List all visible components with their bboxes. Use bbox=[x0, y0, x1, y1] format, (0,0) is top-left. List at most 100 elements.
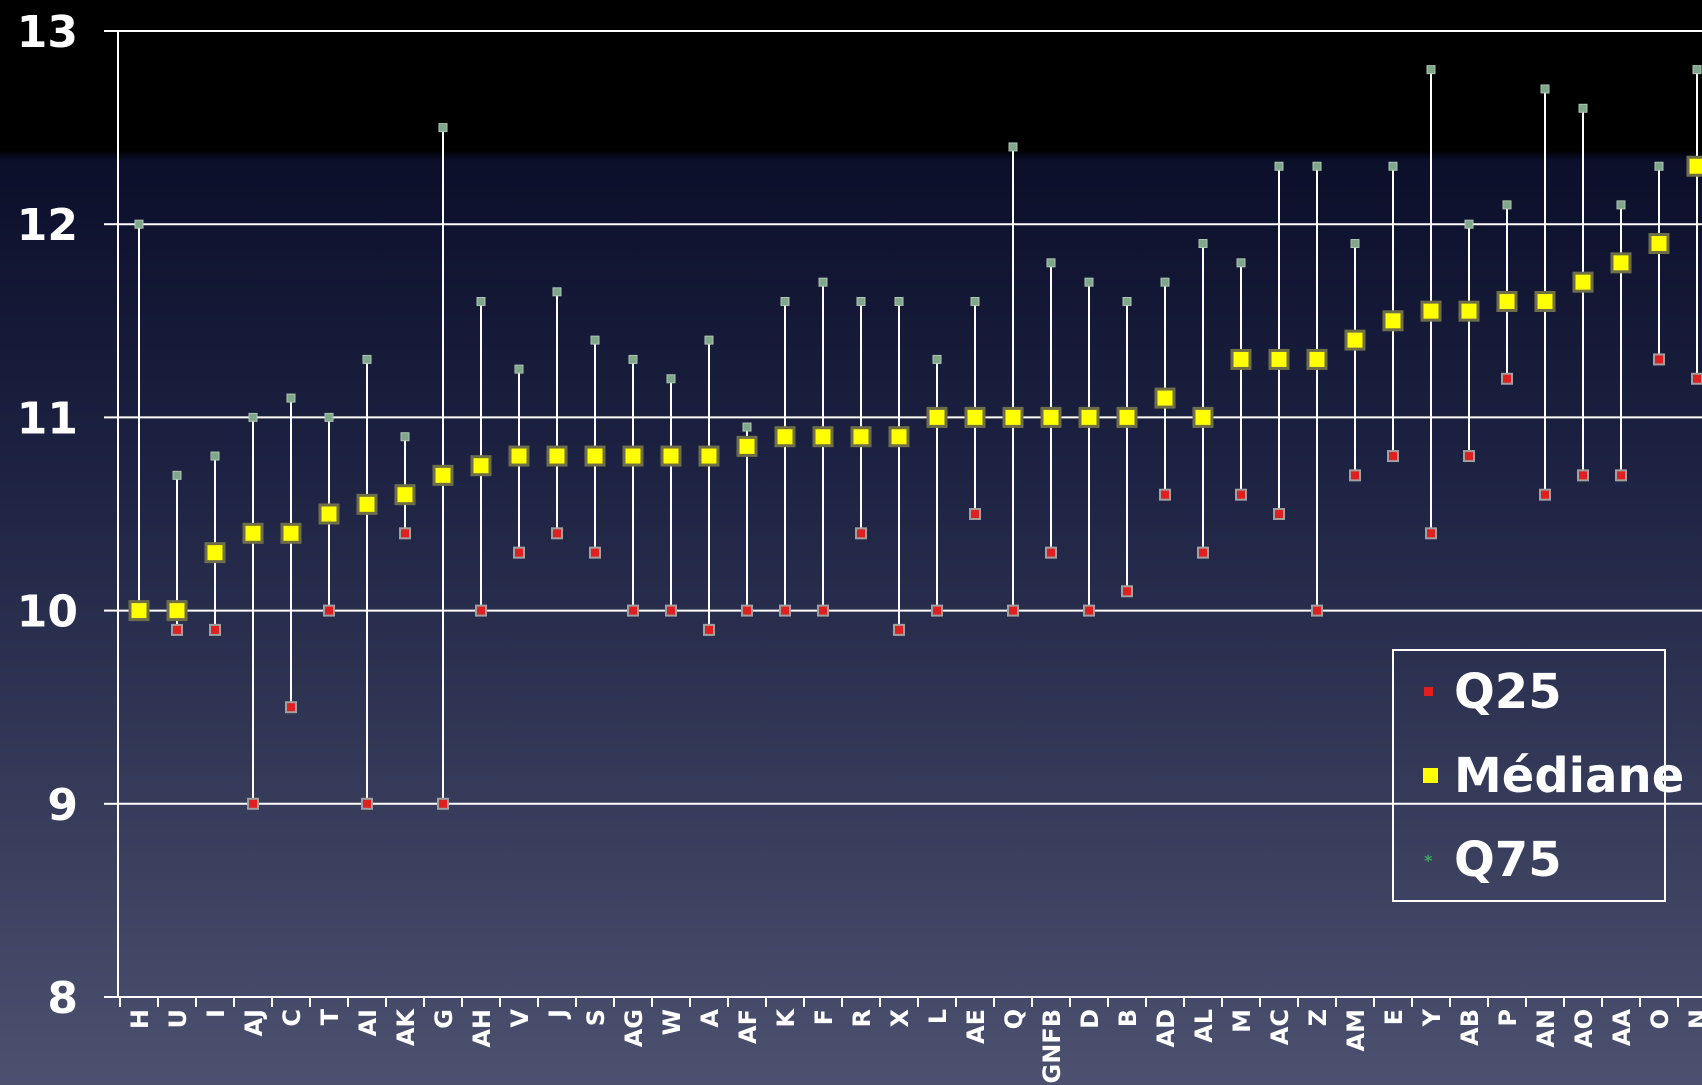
median-point bbox=[1534, 290, 1556, 312]
median-point bbox=[356, 493, 378, 515]
median-point bbox=[1572, 271, 1594, 293]
q75-point bbox=[438, 123, 448, 133]
q25-point bbox=[1311, 604, 1323, 617]
x-tick-label: Z bbox=[1304, 1009, 1332, 1026]
q75-point bbox=[1388, 161, 1398, 171]
q25-point bbox=[1387, 450, 1399, 463]
whiskers bbox=[138, 69, 1698, 804]
x-tick-label: AF bbox=[734, 1009, 762, 1044]
x-tick-label: AG bbox=[620, 1009, 648, 1047]
q25-point bbox=[1045, 546, 1057, 559]
median-point bbox=[736, 435, 758, 457]
q25-point bbox=[627, 604, 639, 617]
q75-point bbox=[1312, 161, 1322, 171]
x-tick-label: AE bbox=[962, 1009, 990, 1044]
q25-point bbox=[1539, 488, 1551, 501]
x-tick-label: T bbox=[316, 1008, 344, 1025]
median-point bbox=[470, 455, 492, 477]
x-tick-label: AK bbox=[392, 1008, 420, 1047]
q75-point bbox=[1236, 258, 1246, 268]
x-tick-label: Q bbox=[1000, 1009, 1028, 1029]
legend-marker-mediane bbox=[1423, 768, 1438, 783]
legend-label-mediane: Médiane bbox=[1454, 748, 1684, 804]
q25-point bbox=[285, 701, 297, 714]
x-tick-label: B bbox=[1114, 1009, 1142, 1027]
y-tick-label: 10 bbox=[17, 587, 78, 638]
x-tick-label: R bbox=[848, 1009, 876, 1027]
q75-point bbox=[210, 451, 220, 461]
q75-point bbox=[400, 432, 410, 442]
q75-point bbox=[1350, 239, 1360, 249]
q75-point bbox=[1426, 65, 1436, 75]
q25-point bbox=[247, 797, 259, 810]
q75-point bbox=[970, 296, 980, 306]
q75-point bbox=[666, 374, 676, 384]
q25-point bbox=[1235, 488, 1247, 501]
median-point bbox=[1002, 406, 1024, 428]
median-point bbox=[1610, 252, 1632, 274]
q75-point bbox=[742, 422, 752, 432]
q25-point bbox=[437, 797, 449, 810]
x-tick-label: U bbox=[164, 1009, 192, 1029]
q75-point bbox=[1160, 277, 1170, 287]
q25-point bbox=[741, 604, 753, 617]
median-point bbox=[432, 464, 454, 486]
q75-point bbox=[1084, 277, 1094, 287]
x-tick-label: AA bbox=[1608, 1009, 1636, 1047]
q25-point bbox=[817, 604, 829, 617]
q75-point bbox=[1464, 219, 1474, 229]
q25-point bbox=[1463, 450, 1475, 463]
x-tick-label: E bbox=[1380, 1009, 1408, 1025]
median-point bbox=[1306, 348, 1328, 370]
y-tick-label: 11 bbox=[17, 393, 78, 444]
legend-marker-q25 bbox=[1424, 687, 1433, 696]
legend-box bbox=[1392, 649, 1666, 902]
q75-point bbox=[324, 412, 334, 422]
x-tick-label: P bbox=[1494, 1009, 1522, 1027]
q25-point bbox=[361, 797, 373, 810]
x-tick-label: AH bbox=[468, 1009, 496, 1048]
x-tick-label: H bbox=[126, 1009, 154, 1029]
q25-point bbox=[893, 623, 905, 636]
q25-point bbox=[1121, 585, 1133, 598]
y-tick-label: 13 bbox=[17, 7, 78, 58]
x-tick-label: D bbox=[1076, 1009, 1104, 1029]
q75-point bbox=[552, 287, 562, 297]
median-point bbox=[1040, 406, 1062, 428]
q75-point bbox=[856, 296, 866, 306]
q25-point bbox=[1691, 372, 1702, 385]
x-tick-label: AL bbox=[1190, 1009, 1218, 1043]
median-point bbox=[812, 426, 834, 448]
x-tick-label: A bbox=[696, 1009, 724, 1028]
q75-point bbox=[628, 354, 638, 364]
grid-lines bbox=[118, 30, 1702, 805]
median-point bbox=[584, 445, 606, 467]
q75-point bbox=[1198, 239, 1208, 249]
q25-point bbox=[171, 623, 183, 636]
x-tick-label: G bbox=[430, 1009, 458, 1029]
q25-point bbox=[1159, 488, 1171, 501]
q25-point bbox=[1083, 604, 1095, 617]
x-tick-label: X bbox=[886, 1009, 914, 1028]
x-tick-label: M bbox=[1228, 1009, 1256, 1033]
y-tick-label: 12 bbox=[17, 200, 78, 251]
median-point bbox=[1686, 155, 1702, 177]
q25-point bbox=[1577, 469, 1589, 482]
median-point bbox=[1154, 387, 1176, 409]
median-point bbox=[1192, 406, 1214, 428]
median-point bbox=[1230, 348, 1252, 370]
q25-point bbox=[703, 623, 715, 636]
x-tick-label: AO bbox=[1570, 1009, 1598, 1048]
median-point bbox=[1496, 290, 1518, 312]
median-point bbox=[1648, 233, 1670, 255]
median-point bbox=[394, 484, 416, 506]
x-tick-label: I bbox=[202, 1009, 230, 1018]
q25-point bbox=[931, 604, 943, 617]
x-tick-label: GNFB bbox=[1038, 1009, 1066, 1083]
x-tick-label: O bbox=[1646, 1009, 1674, 1029]
q25-point bbox=[589, 546, 601, 559]
q75-point bbox=[1122, 296, 1132, 306]
median-point bbox=[508, 445, 530, 467]
median-point bbox=[774, 426, 796, 448]
